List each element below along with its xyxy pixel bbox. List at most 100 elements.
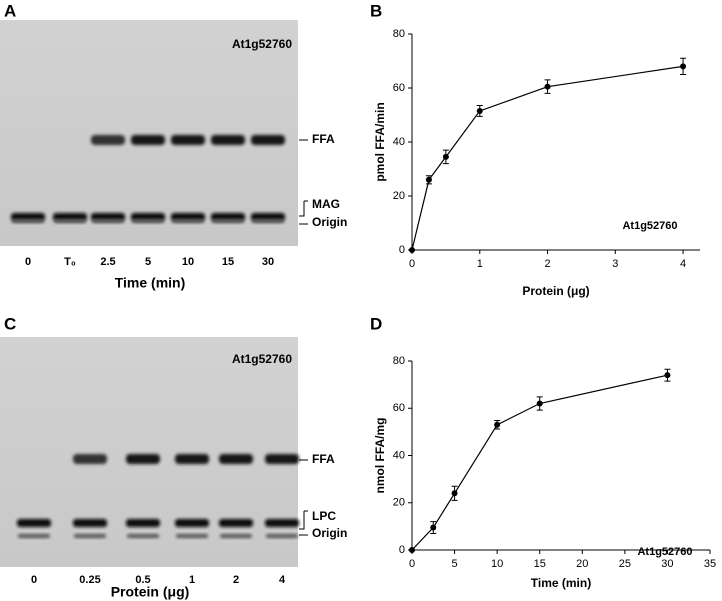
y-tick-label: 80 xyxy=(393,28,405,40)
gel-band xyxy=(172,219,204,223)
panel-letter: D xyxy=(370,314,382,333)
gel-band xyxy=(126,519,160,527)
data-point xyxy=(430,524,437,531)
lane-label: 0.5 xyxy=(135,574,150,586)
gel-band xyxy=(219,454,253,464)
panel-letter: A xyxy=(4,1,16,20)
gel-band xyxy=(12,219,44,223)
annotation: At1g52760 xyxy=(637,546,692,558)
data-line xyxy=(411,65,684,251)
band-label: FFA xyxy=(312,132,335,146)
gel-band xyxy=(219,519,253,527)
lane-label: 5 xyxy=(145,256,151,268)
x-tick-label: 2 xyxy=(544,258,550,270)
lane-label: 2.5 xyxy=(100,256,115,268)
x-tick-label: 5 xyxy=(452,558,458,570)
gel-image xyxy=(0,20,298,246)
gel-band xyxy=(74,534,106,538)
gel-band xyxy=(211,135,245,145)
band-label: Origin xyxy=(312,526,347,540)
annotation: At1g52760 xyxy=(622,220,677,232)
lane-label: 0 xyxy=(31,574,37,586)
lane-label: 0.25 xyxy=(79,574,100,586)
lane-label: T₀ xyxy=(64,256,76,268)
x-tick-label: 10 xyxy=(491,558,503,570)
data-point xyxy=(680,63,687,70)
lane-label: 30 xyxy=(262,256,274,268)
x-axis-label: Protein (μg) xyxy=(522,284,589,298)
x-tick-label: 15 xyxy=(534,558,546,570)
data-point xyxy=(544,83,551,90)
y-tick-label: 40 xyxy=(393,449,405,461)
gel-band xyxy=(265,454,299,464)
x-tick-label: 20 xyxy=(576,558,588,570)
data-point xyxy=(664,372,671,379)
gel-band xyxy=(266,534,298,538)
x-axis-label: Time (min) xyxy=(531,576,591,590)
x-tick-label: 3 xyxy=(612,258,618,270)
x-axis-label: Protein (μg) xyxy=(111,584,190,600)
gel-band xyxy=(252,219,284,223)
gel-band xyxy=(175,454,209,464)
band-label: Origin xyxy=(312,215,347,229)
x-tick-label: 25 xyxy=(619,558,631,570)
gel-image xyxy=(0,337,298,567)
gel-band xyxy=(175,519,209,527)
data-point xyxy=(409,547,415,553)
band-label: FFA xyxy=(312,452,335,466)
y-tick-label: 40 xyxy=(393,136,405,148)
gel-band xyxy=(91,135,125,145)
gel-band xyxy=(73,454,107,464)
y-tick-label: 80 xyxy=(393,355,405,367)
gel-band xyxy=(54,219,86,223)
data-point xyxy=(494,421,501,428)
gel-band xyxy=(131,135,165,145)
x-tick-label: 4 xyxy=(680,258,686,270)
band-label: LPC xyxy=(312,509,336,523)
band-brace xyxy=(299,510,308,536)
gel-band xyxy=(212,219,244,223)
x-tick-label: 0 xyxy=(409,258,415,270)
band-label: MAG xyxy=(312,197,340,211)
x-tick-label: 30 xyxy=(661,558,673,570)
x-tick-label: 0 xyxy=(409,558,415,570)
lane-label: 10 xyxy=(182,256,194,268)
panel-letter: C xyxy=(4,314,16,333)
y-tick-label: 20 xyxy=(393,497,405,509)
gel-title: At1g52760 xyxy=(232,352,292,366)
gel-band xyxy=(176,534,208,538)
gel-band xyxy=(171,135,205,145)
y-axis-label: nmol FFA/mg xyxy=(373,418,387,494)
data-line xyxy=(411,374,668,551)
x-tick-label: 35 xyxy=(704,558,716,570)
gel-band xyxy=(265,519,299,527)
data-point xyxy=(451,490,458,497)
y-tick-label: 20 xyxy=(393,190,405,202)
x-tick-label: 1 xyxy=(477,258,483,270)
gel-band xyxy=(127,534,159,538)
x-axis-label: Time (min) xyxy=(115,275,186,291)
y-tick-label: 0 xyxy=(399,544,405,556)
gel-band xyxy=(126,454,160,464)
gel-band xyxy=(132,219,164,223)
data-point xyxy=(425,176,432,183)
y-tick-label: 0 xyxy=(399,244,405,256)
gel-band xyxy=(92,219,124,223)
data-point xyxy=(409,247,415,253)
data-point xyxy=(442,153,449,160)
gel-band xyxy=(17,519,51,527)
lane-label: 2 xyxy=(233,574,239,586)
data-point xyxy=(536,400,543,407)
panel-letter: B xyxy=(370,1,382,20)
band-brace xyxy=(299,200,308,225)
y-tick-label: 60 xyxy=(393,82,405,94)
gel-band xyxy=(73,519,107,527)
lane-label: 1 xyxy=(189,574,195,586)
gel-band xyxy=(220,534,252,538)
gel-title: At1g52760 xyxy=(232,37,292,51)
data-point xyxy=(476,107,483,114)
y-tick-label: 60 xyxy=(393,402,405,414)
gel-band xyxy=(251,135,285,145)
lane-label: 0 xyxy=(25,256,31,268)
